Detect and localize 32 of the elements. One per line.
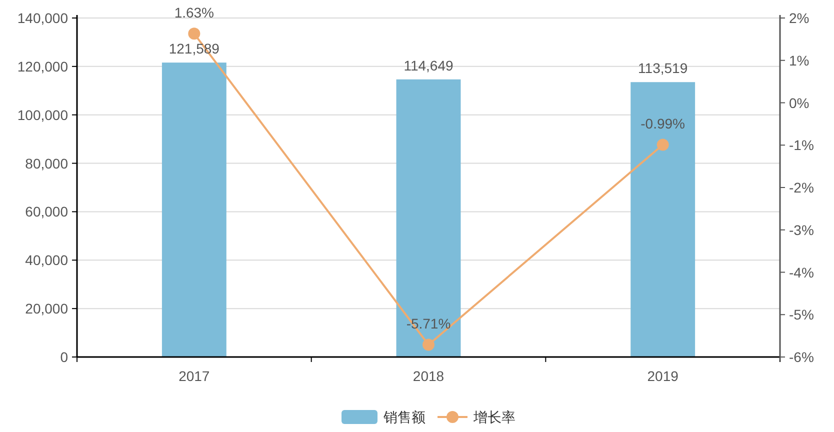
legend-label: 销售额 [382, 409, 426, 425]
y2-tick-label: -5% [789, 306, 814, 323]
data-label: 113,519 [638, 60, 688, 76]
y-tick-label: 20,000 [25, 300, 68, 317]
y-tick-label: 140,000 [17, 10, 68, 26]
y2-tick-label: -4% [789, 264, 814, 280]
data-label: 1.63% [174, 4, 214, 21]
y2-tick-label: -6% [789, 349, 814, 365]
bar [630, 82, 696, 357]
bar [396, 79, 461, 357]
bar [162, 62, 226, 357]
y-tick-label: 80,000 [25, 155, 68, 172]
y-tick-label: 40,000 [25, 252, 68, 268]
y-tick-label: 120,000 [17, 58, 68, 74]
y-tick-label: 0 [60, 349, 68, 365]
y2-tick-label: 1% [789, 52, 810, 68]
y-tick-label: 60,000 [25, 204, 68, 220]
y2-tick-label: -2% [789, 180, 814, 196]
y2-tick-label: 0% [789, 94, 810, 111]
data-label: -0.99% [640, 116, 686, 132]
y2-tick-label: -3% [789, 222, 814, 238]
x-tick-label: 2018 [412, 368, 444, 384]
y2-tick-label: -1% [789, 137, 814, 154]
y2-tick-label: 2% [789, 10, 810, 26]
legend-label: 增长率 [472, 409, 516, 425]
x-tick-label: 2017 [178, 368, 210, 384]
point [188, 28, 200, 40]
data-label: 114,649 [404, 57, 454, 74]
point [656, 138, 669, 151]
y-tick-label: 100,000 [17, 106, 68, 123]
point [422, 338, 434, 351]
x-tick-label: 2019 [647, 368, 679, 384]
